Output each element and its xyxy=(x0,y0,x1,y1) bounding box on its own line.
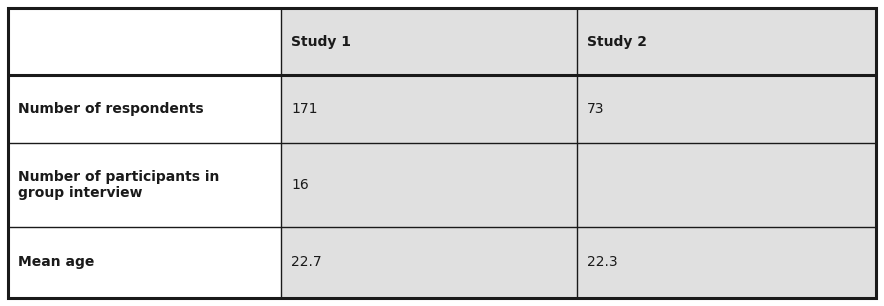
Bar xyxy=(281,8,576,75)
Text: 16: 16 xyxy=(292,178,309,192)
Bar xyxy=(281,143,576,227)
Bar xyxy=(576,143,876,227)
Text: 73: 73 xyxy=(587,102,604,116)
Bar xyxy=(576,75,876,143)
Bar xyxy=(8,227,281,298)
Bar xyxy=(281,75,576,143)
Text: Study 2: Study 2 xyxy=(587,35,646,49)
Bar xyxy=(576,8,876,75)
Text: Number of participants in
group interview: Number of participants in group intervie… xyxy=(18,170,219,200)
Bar xyxy=(281,227,576,298)
Bar xyxy=(8,143,281,227)
Bar xyxy=(576,227,876,298)
Bar xyxy=(8,8,281,75)
Text: Study 1: Study 1 xyxy=(292,35,352,49)
Text: Number of respondents: Number of respondents xyxy=(18,102,203,116)
Text: Mean age: Mean age xyxy=(18,256,95,269)
Text: 171: 171 xyxy=(292,102,318,116)
Text: 22.3: 22.3 xyxy=(587,256,617,269)
Text: 22.7: 22.7 xyxy=(292,256,322,269)
Bar xyxy=(8,75,281,143)
